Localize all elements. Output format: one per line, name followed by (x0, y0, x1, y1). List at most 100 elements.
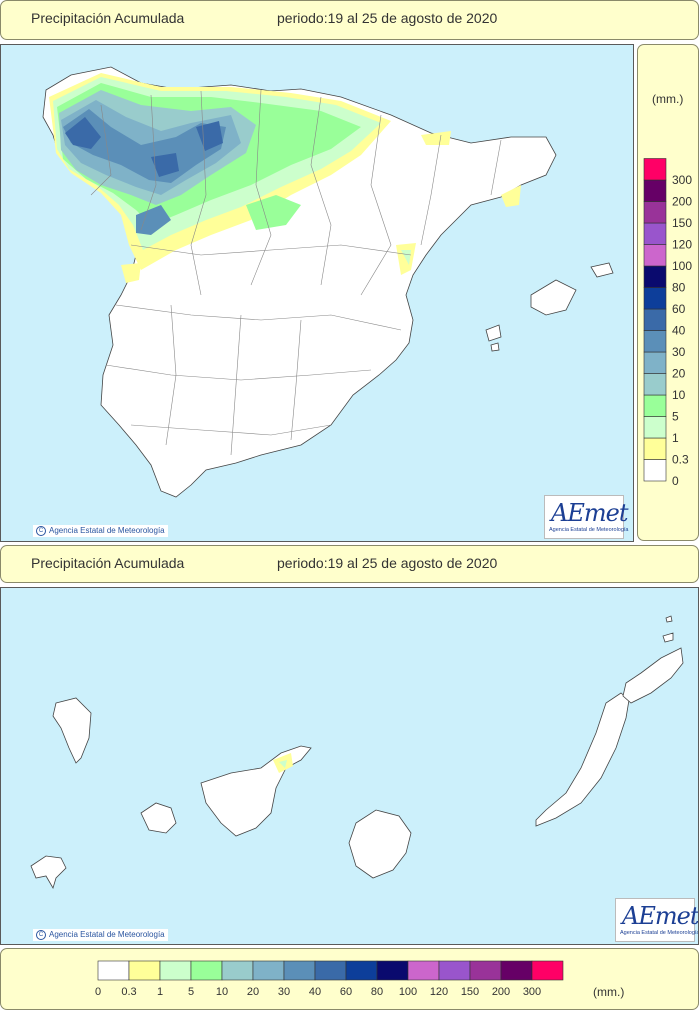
vertical-legend-scale: 0 0.3 1 5 10 20 30 40 60 80 100 120 150 200 300 (643, 158, 692, 488)
hlegend-swatch-0 (97, 960, 130, 981)
vlegend-swatch-120 (643, 222, 667, 245)
vlegend-label-0.3: 0.3 (672, 453, 689, 467)
peninsula-map: C Agencia Estatal de Meteorología AEmet A… (0, 44, 634, 542)
precipitation-shading (49, 73, 521, 283)
vlegend-label-80: 80 (672, 281, 686, 295)
hlegend-swatch-100 (407, 960, 440, 981)
vlegend-swatch-150 (643, 201, 667, 224)
vlegend-label-300: 300 (672, 173, 692, 187)
aemet-logo-text: AEmet (551, 499, 628, 527)
tenerife-land (200, 745, 312, 837)
tenerife-precip-2 (279, 760, 287, 768)
vlegend-swatch-100 (643, 244, 667, 267)
hlegend-label-80: 80 (371, 986, 383, 998)
hlegend-label-10: 10 (216, 986, 228, 998)
copyright-icon: C (36, 526, 46, 536)
vlegend-label-120: 120 (672, 238, 692, 252)
mallorca-land (530, 279, 577, 316)
vlegend-label-40: 40 (672, 324, 686, 338)
formentera-land (490, 342, 500, 352)
vlegend-swatch-10 (643, 373, 667, 396)
la-graciosa-land (662, 632, 674, 643)
hlegend-label-150: 150 (461, 986, 479, 998)
province-borders (90, 89, 502, 456)
hlegend-label-100: 100 (399, 986, 417, 998)
vlegend-swatch-200 (643, 179, 667, 202)
vlegend-swatch-300 (643, 158, 667, 181)
hlegend-label-5: 5 (188, 986, 194, 998)
vlegend-label-60: 60 (672, 302, 686, 316)
vlegend-label-200: 200 (672, 195, 692, 209)
hlegend-label-0: 0 (95, 986, 101, 998)
vlegend-swatch-1 (643, 416, 667, 439)
hlegend-label-20: 20 (247, 986, 259, 998)
horizontal-legend-unit: (mm.) (593, 985, 625, 999)
vlegend-swatch-30 (643, 330, 667, 353)
ibiza-land (485, 324, 502, 342)
fuerteventura-land (535, 692, 630, 827)
bottom-map-title: Precipitación Acumulada (31, 555, 185, 571)
canary-islands-map: C Agencia Estatal de Meteorología AEmet A… (0, 587, 699, 945)
aemet-logo-top: AEmet Agencia Estatal de Meteorología (544, 495, 629, 539)
hlegend-swatch-20 (252, 960, 285, 981)
bottom-map-period: periodo:19 al 25 de agosto de 2020 (277, 555, 498, 571)
hlegend-label-60: 60 (340, 986, 352, 998)
copyright-icon: C (36, 930, 46, 940)
peninsula-map-svg (42, 45, 633, 498)
top-map-title: Precipitación Acumulada (31, 10, 185, 26)
gran-canaria-land (348, 809, 412, 879)
hlegend-swatch-10 (221, 960, 254, 981)
aemet-logo-bottom: AEmet Agencia Estatal de Meteorología (615, 898, 699, 942)
vlegend-swatch-0.3 (643, 437, 667, 460)
hlegend-label-120: 120 (430, 986, 448, 998)
hlegend-label-40: 40 (309, 986, 321, 998)
vlegend-label-20: 20 (672, 367, 686, 381)
top-map-period: periodo:19 al 25 de agosto de 2020 (277, 10, 498, 26)
hlegend-swatch-200 (500, 960, 533, 981)
horizontal-legend-scale: 0 0.3 1 5 10 20 30 40 60 80 100 120 150 200 300 (95, 960, 564, 998)
vlegend-label-100: 100 (672, 259, 692, 273)
hlegend-label-0.3: 0.3 (121, 986, 136, 998)
bottom-map-header: Precipitación Acumulada periodo:19 al 25… (0, 545, 699, 583)
canary-islands-svg (30, 615, 684, 889)
vertical-legend: (mm.) 0 0.3 1 5 10 20 30 40 60 80 100 120 150 200 300 (637, 44, 699, 541)
hlegend-swatch-150 (469, 960, 502, 981)
vlegend-label-30: 30 (672, 345, 686, 359)
credit-text-top: Agencia Estatal de Meteorología (49, 526, 165, 536)
credit-text-bottom: Agencia Estatal de Meteorología (49, 930, 165, 940)
vlegend-label-150: 150 (672, 216, 692, 230)
vlegend-swatch-60 (643, 287, 667, 310)
vlegend-label-5: 5 (672, 410, 679, 424)
vlegend-swatch-0 (643, 459, 667, 482)
hlegend-label-200: 200 (492, 986, 510, 998)
lanzarote-land (622, 647, 684, 704)
vlegend-label-0: 0 (672, 474, 679, 488)
vlegend-swatch-5 (643, 394, 667, 417)
vlegend-swatch-40 (643, 308, 667, 331)
france-land (456, 45, 633, 137)
vlegend-swatch-80 (643, 265, 667, 288)
hlegend-swatch-30 (283, 960, 316, 981)
vlegend-label-10: 10 (672, 388, 686, 402)
aemet-logo-text: AEmet (622, 902, 699, 930)
hlegend-label-300: 300 (523, 986, 541, 998)
credit-label-bottom: C Agencia Estatal de Meteorología (33, 929, 168, 941)
aemet-logo-subtitle: Agencia Estatal de Meteorología (549, 527, 629, 533)
hlegend-label-30: 30 (278, 986, 290, 998)
hlegend-swatch-60 (345, 960, 378, 981)
la-palma-land (52, 697, 92, 764)
alegranza-land (665, 615, 673, 623)
horizontal-legend: 0 0.3 1 5 10 20 30 40 60 80 100 120 150 200 300 (mm.) (0, 948, 699, 1010)
hlegend-swatch-120 (438, 960, 471, 981)
hlegend-swatch-80 (376, 960, 409, 981)
vlegend-swatch-20 (643, 351, 667, 374)
vlegend-label-1: 1 (672, 431, 679, 445)
hlegend-label-1: 1 (157, 986, 163, 998)
aemet-logo-subtitle: Agencia Estatal de Meteorología (620, 930, 699, 936)
el-hierro-land (30, 855, 67, 889)
hlegend-swatch-300 (531, 960, 564, 981)
hlegend-swatch-1 (159, 960, 192, 981)
vertical-legend-unit: (mm.) (652, 92, 684, 106)
hlegend-swatch-0.3 (128, 960, 161, 981)
hlegend-swatch-40 (314, 960, 347, 981)
